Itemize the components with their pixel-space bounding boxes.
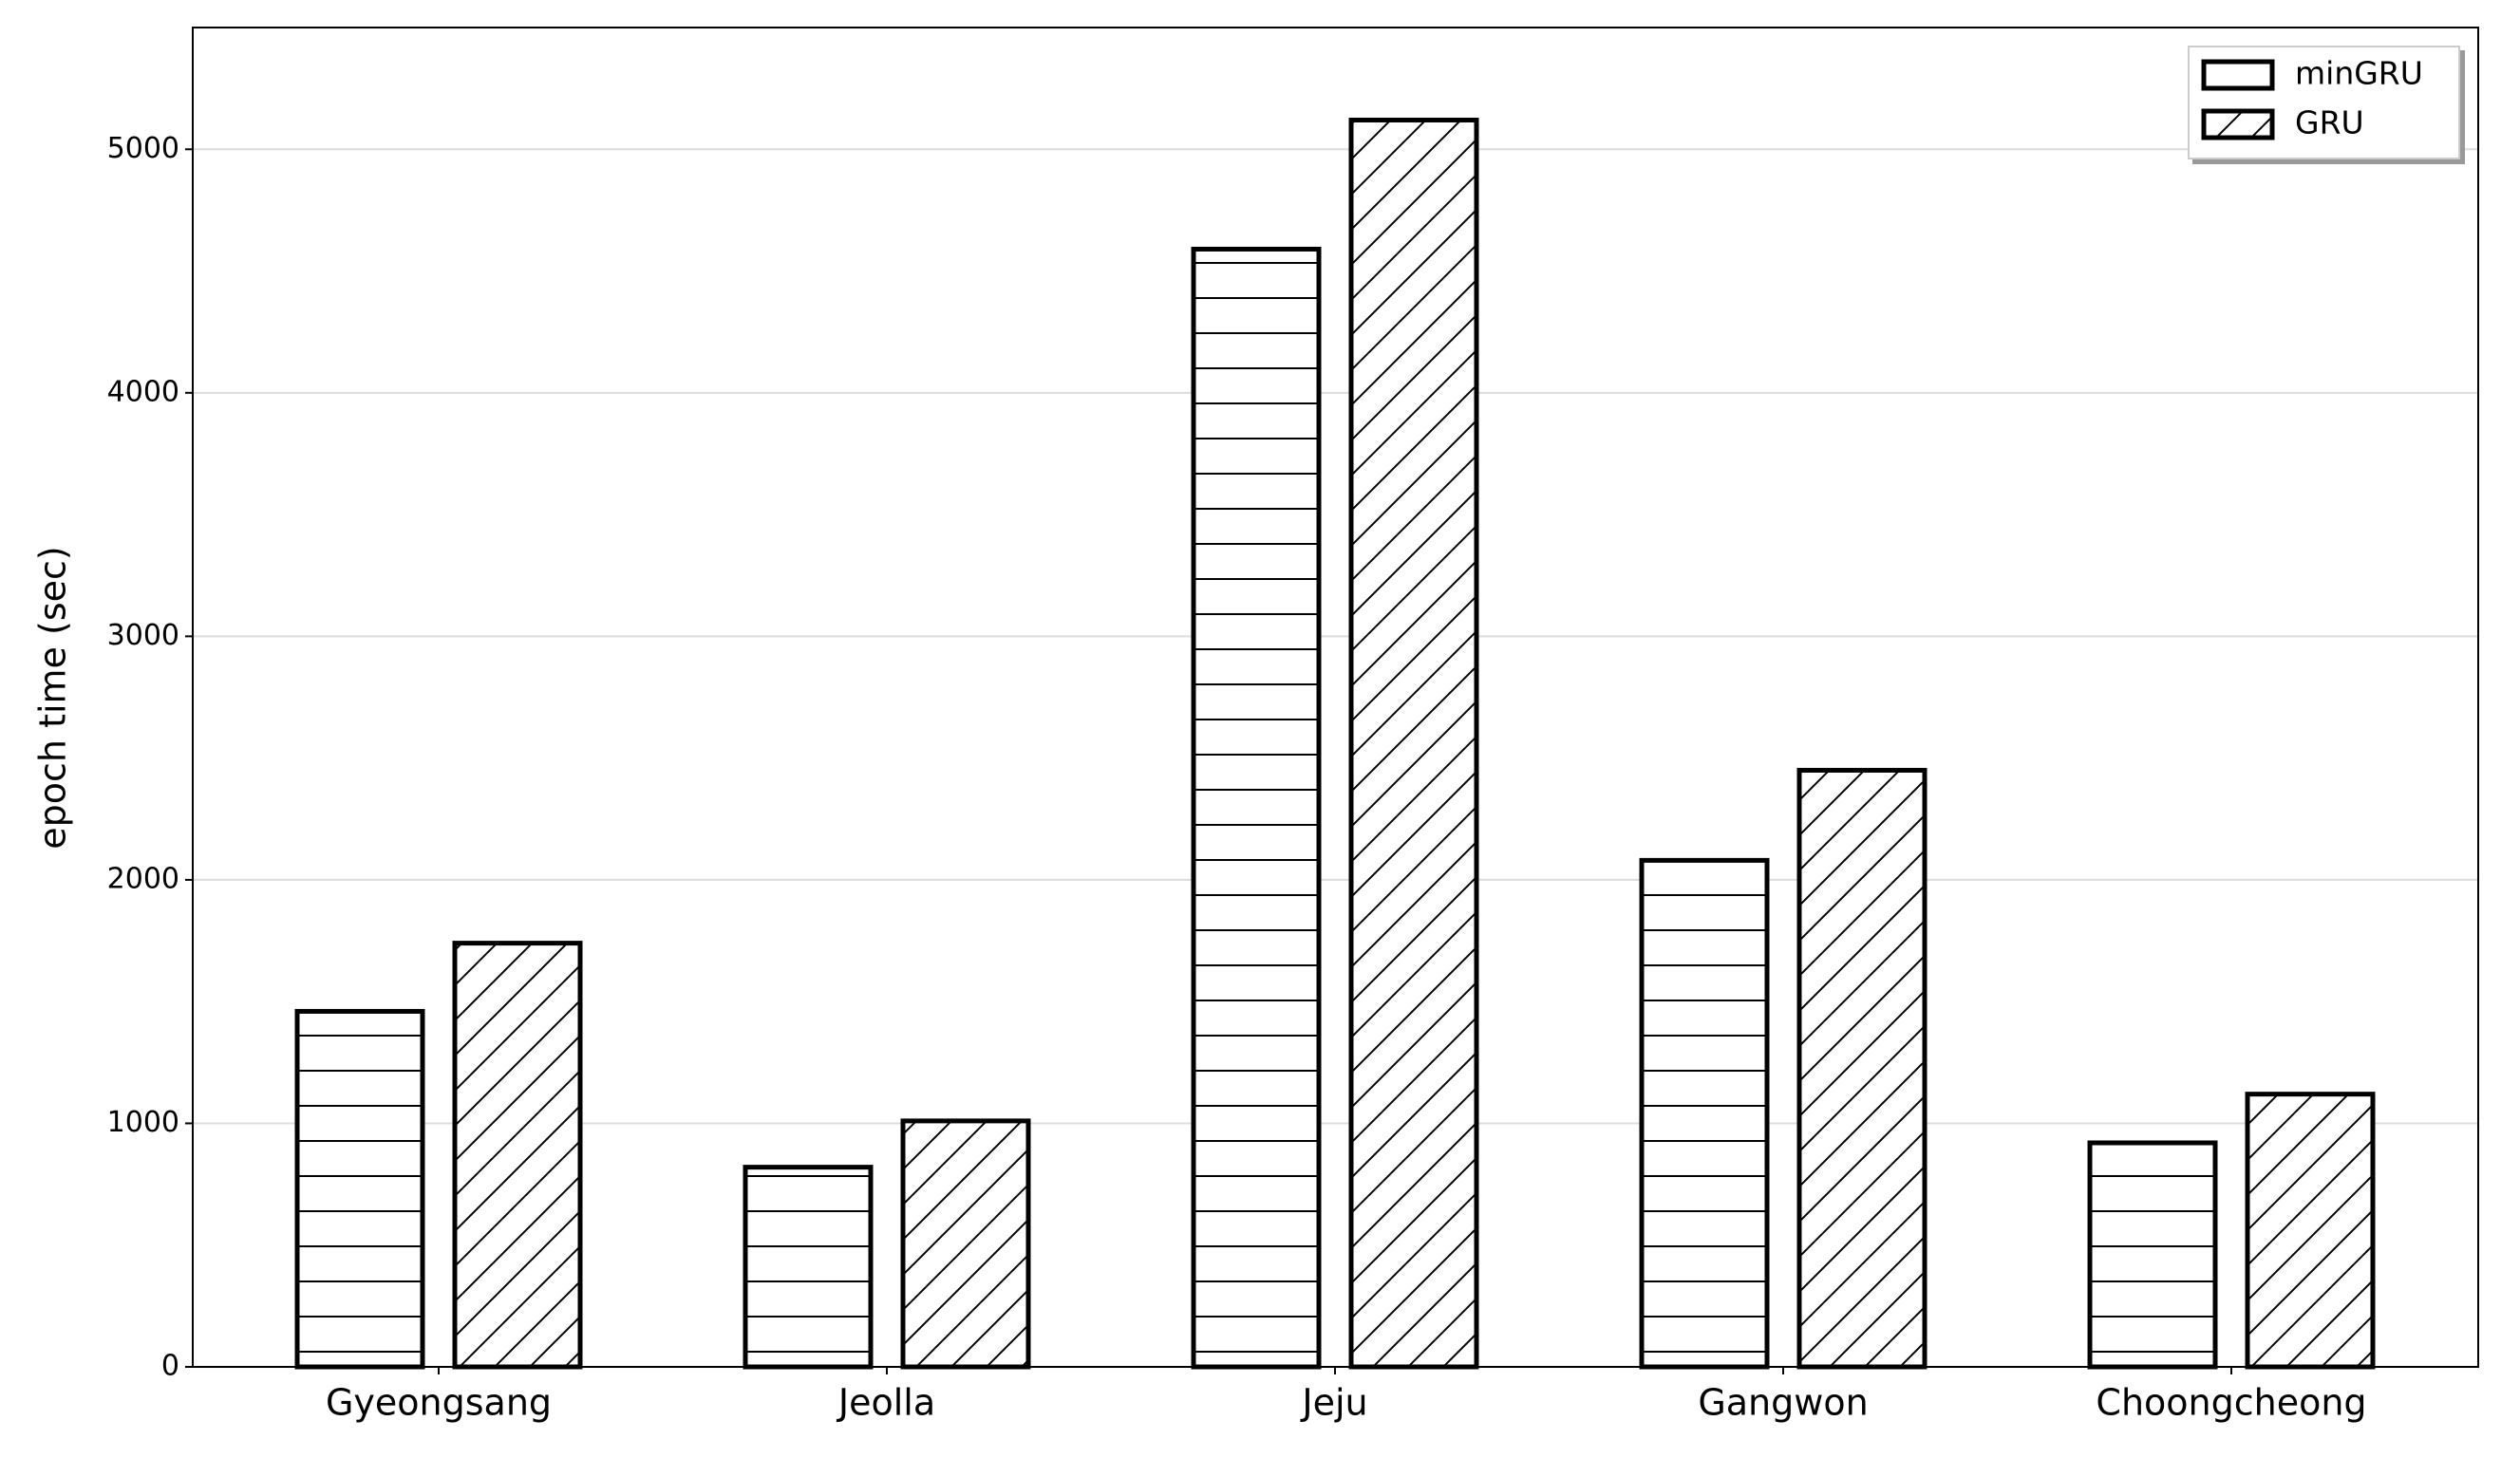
legend: minGRU GRU [2188,46,2460,159]
bar [294,1008,425,1370]
y-tick-label: 2000 [107,862,179,895]
x-tick-label: Gyeongsang [326,1382,552,1424]
y-tick-label: 3000 [107,619,179,652]
bar [452,941,583,1370]
y-tick-label: 5000 [107,132,179,165]
y-axis-label: epoch time (sec) [32,546,74,849]
bar [1191,246,1322,1370]
legend-swatch [2201,108,2275,140]
legend-label: GRU [2295,104,2364,141]
y-tick-label: 1000 [107,1106,179,1139]
x-tick-label: Jeju [1300,1382,1367,1424]
bar [900,1118,1031,1370]
bar [2245,1092,2376,1370]
bar [1348,117,1479,1370]
x-tick-label: Jeolla [837,1382,935,1424]
y-tick-label: 4000 [107,375,179,408]
y-tick-label: 0 [161,1350,179,1383]
x-tick-label: Choongcheong [2096,1382,2366,1424]
x-tick-label: Gangwon [1698,1382,1868,1424]
legend-label: minGRU [2295,55,2423,92]
bar [1796,767,1928,1370]
bar [743,1165,874,1370]
bar [1639,857,1770,1370]
bar [2087,1140,2218,1370]
plot-frame [192,27,2479,1368]
legend-swatch [2201,59,2275,91]
